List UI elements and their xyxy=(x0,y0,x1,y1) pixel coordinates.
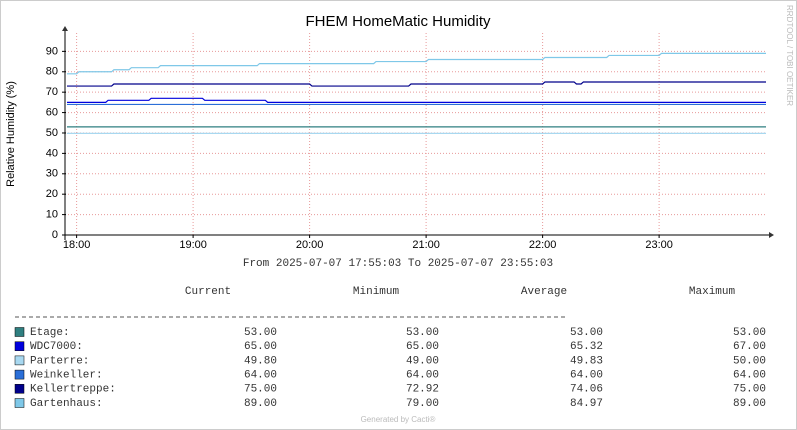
x-tick-label: 22:00 xyxy=(529,239,557,251)
legend-value: 53.00 xyxy=(570,327,603,339)
legend-value: 64.00 xyxy=(570,370,603,382)
legend-value: 79.00 xyxy=(406,398,439,410)
legend-value: 64.00 xyxy=(406,370,439,382)
legend-value: 50.00 xyxy=(733,355,766,367)
legend-swatch xyxy=(14,341,25,351)
legend-label: Etage: xyxy=(30,327,70,339)
legend-value: 84.97 xyxy=(570,398,603,410)
footer: Generated by Cacti® xyxy=(361,415,436,424)
legend-swatch xyxy=(14,327,25,337)
legend-value: 89.00 xyxy=(244,398,277,410)
series-line xyxy=(67,97,766,103)
y-tick-label: 20 xyxy=(46,188,58,200)
range-label: From 2025-07-07 17:55:03 To 2025-07-07 2… xyxy=(243,258,553,270)
y-tick-label: 90 xyxy=(46,45,58,57)
legend-value: 53.00 xyxy=(244,327,277,339)
legend-value: 89.00 xyxy=(733,398,766,410)
legend-value: 75.00 xyxy=(733,384,766,396)
column-header: Average xyxy=(521,286,567,298)
y-axis-arrow xyxy=(62,26,68,31)
column-header: Minimum xyxy=(353,286,400,298)
chart-title: FHEM HomeMatic Humidity xyxy=(305,13,491,30)
column-header: Maximum xyxy=(689,286,736,298)
series-line xyxy=(67,81,766,87)
y-axis-label: Relative Humidity (%) xyxy=(5,81,17,187)
y-tick-label: 40 xyxy=(46,147,58,159)
y-tick-label: 80 xyxy=(46,66,58,78)
legend-value: 65.32 xyxy=(570,341,603,353)
x-tick-label: 21:00 xyxy=(412,239,440,251)
legend-value: 64.00 xyxy=(733,370,766,382)
legend-value: 75.00 xyxy=(244,384,277,396)
legend-value: 49.80 xyxy=(244,355,277,367)
watermark: RRDTOOL / TOBI OETIKER xyxy=(785,5,794,106)
x-tick-label: 19:00 xyxy=(179,239,207,251)
legend-swatch xyxy=(14,369,25,380)
legend-label: Weinkeller: xyxy=(30,370,103,382)
legend-value: 64.00 xyxy=(244,370,277,382)
x-tick-label: 20:00 xyxy=(296,239,324,251)
legend-value: 65.00 xyxy=(406,341,439,353)
y-tick-label: 60 xyxy=(46,106,58,118)
legend-value: 53.00 xyxy=(733,327,766,339)
y-tick-label: 10 xyxy=(46,209,58,221)
legend-value: 67.00 xyxy=(733,341,766,353)
y-tick-label: 0 xyxy=(52,229,58,241)
x-axis-arrow xyxy=(769,232,774,238)
legend-label: Parterre: xyxy=(30,355,89,367)
legend-value: 53.00 xyxy=(406,327,439,339)
legend-swatch xyxy=(14,384,25,394)
legend-value: 49.83 xyxy=(570,355,603,367)
y-tick-label: 70 xyxy=(46,86,58,98)
series-line xyxy=(67,52,766,75)
legend-swatch xyxy=(14,355,25,366)
legend-value: 72.92 xyxy=(406,384,439,396)
legend-label: WDC7000: xyxy=(30,341,83,353)
y-tick-label: 50 xyxy=(46,127,58,139)
legend-label: Kellertreppe: xyxy=(30,384,116,396)
legend-swatch xyxy=(14,398,25,408)
legend-value: 65.00 xyxy=(244,341,277,353)
legend-label: Gartenhaus: xyxy=(30,398,103,410)
column-header: Current xyxy=(185,286,231,298)
legend-value: 74.06 xyxy=(570,384,603,396)
legend-value: 49.00 xyxy=(406,355,439,367)
x-tick-label: 18:00 xyxy=(63,239,91,251)
y-tick-label: 30 xyxy=(46,168,58,180)
x-tick-label: 23:00 xyxy=(645,239,673,251)
